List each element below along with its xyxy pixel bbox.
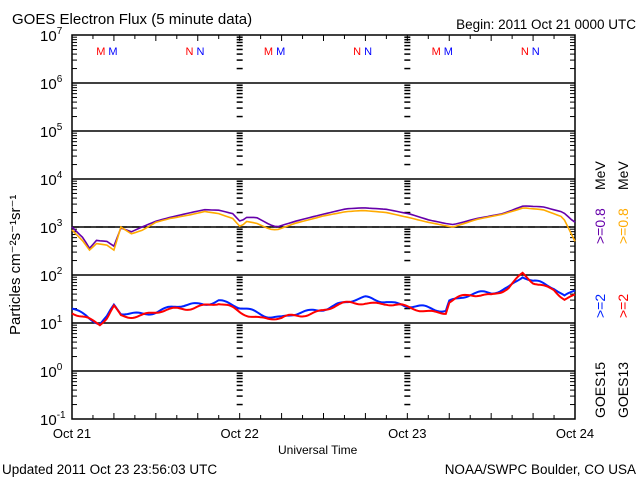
satellite-marker: N bbox=[364, 46, 372, 58]
series-line-1 bbox=[71, 207, 576, 252]
satellite-marker: M bbox=[276, 46, 285, 58]
credit-label: NOAA/SWPC Boulder, CO USA bbox=[445, 462, 636, 477]
series-lines bbox=[71, 205, 576, 327]
y-tick-exponent: 4 bbox=[57, 170, 63, 181]
satellite-marker: M bbox=[432, 46, 441, 58]
begin-label: Begin: 2011 Oct 21 0000 UTC bbox=[456, 17, 636, 32]
y-tick-exponent: 7 bbox=[57, 26, 63, 37]
satellite-marker: M bbox=[96, 46, 105, 58]
legend-entry: GOES15 bbox=[592, 362, 608, 418]
y-tick-base: 10 bbox=[40, 76, 57, 93]
y-tick-base: 10 bbox=[40, 316, 57, 333]
x-tick-label: Oct 21 bbox=[53, 426, 91, 441]
chart-title: GOES Electron Flux (5 minute data) bbox=[12, 11, 252, 28]
y-tick-base: 10 bbox=[40, 364, 57, 381]
series-line-2 bbox=[71, 276, 576, 326]
satellite-marker: N bbox=[532, 46, 540, 58]
satellite-marker: M bbox=[108, 46, 117, 58]
legend-entry: GOES13 bbox=[615, 362, 631, 418]
x-tick-labels: Oct 21 Oct 22 Oct 23 Oct 24 bbox=[53, 426, 594, 441]
y-tick-exponent: 6 bbox=[57, 74, 63, 85]
y-tick-label: 102 bbox=[40, 266, 63, 285]
legend-entry: >=0.8 bbox=[615, 208, 631, 244]
legend-entry: MeV bbox=[592, 161, 608, 190]
y-tick-exponent: 3 bbox=[57, 218, 63, 229]
legend: GOES15 >=2 >=0.8 MeV GOES13 >=2 >=0.8 MeV bbox=[592, 161, 631, 418]
y-tick-base: 10 bbox=[40, 28, 57, 45]
y-tick-base: 10 bbox=[40, 268, 57, 285]
x-axis-label: Universal Time bbox=[278, 443, 358, 457]
y-tick-exponent: 2 bbox=[57, 266, 63, 277]
legend-entry: >=2 bbox=[615, 294, 631, 318]
grid bbox=[72, 82, 575, 372]
y-tick-exponent: 0 bbox=[57, 362, 63, 373]
y-tick-exponent: -1 bbox=[57, 410, 66, 421]
y-tick-label: 10-1 bbox=[40, 410, 66, 429]
satellite-marker: M bbox=[264, 46, 273, 58]
y-tick-label: 105 bbox=[40, 122, 63, 141]
y-tick-base: 10 bbox=[40, 220, 57, 237]
y-tick-exponent: 1 bbox=[57, 314, 63, 325]
satellite-marker: M bbox=[444, 46, 453, 58]
satellite-marker: N bbox=[353, 46, 361, 58]
y-tick-label: 100 bbox=[40, 362, 63, 381]
y-tick-label: 106 bbox=[40, 74, 63, 93]
x-tick-label: Oct 22 bbox=[221, 426, 259, 441]
satellite-marker: N bbox=[186, 46, 194, 58]
ticks bbox=[72, 35, 575, 419]
satellite-marker: N bbox=[196, 46, 204, 58]
y-tick-base: 10 bbox=[40, 412, 57, 429]
y-tick-exponent: 5 bbox=[57, 122, 63, 133]
x-tick-label: Oct 24 bbox=[556, 426, 594, 441]
y-tick-label: 101 bbox=[40, 314, 63, 333]
y-tick-label: 103 bbox=[40, 218, 63, 237]
updated-timestamp: Updated 2011 Oct 23 23:56:03 UTC bbox=[2, 462, 217, 477]
series-line-3 bbox=[71, 271, 576, 327]
legend-entry: MeV bbox=[615, 161, 631, 190]
x-tick-label: Oct 23 bbox=[388, 426, 426, 441]
y-axis-label: Particles cm⁻²s⁻¹sr⁻¹ bbox=[7, 195, 24, 335]
y-tick-label: 107 bbox=[40, 26, 63, 45]
y-tick-base: 10 bbox=[40, 124, 57, 141]
y-tick-base: 10 bbox=[40, 172, 57, 189]
legend-entry: >=0.8 bbox=[592, 208, 608, 244]
legend-entry: >=2 bbox=[592, 294, 608, 318]
satellite-marker: N bbox=[521, 46, 529, 58]
y-tick-label: 104 bbox=[40, 170, 63, 189]
